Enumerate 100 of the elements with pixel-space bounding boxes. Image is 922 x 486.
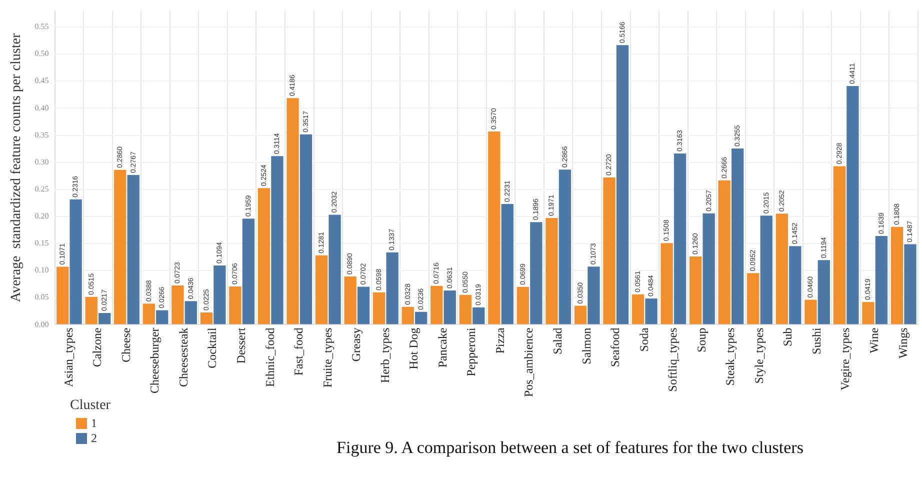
y-tick-label: 0.45	[34, 76, 49, 86]
bar	[357, 286, 370, 324]
bar	[286, 98, 299, 324]
bar	[804, 300, 817, 324]
bar	[459, 294, 472, 324]
x-tick-label: Cocktail	[205, 327, 220, 368]
bar	[344, 276, 356, 324]
bar	[789, 246, 802, 324]
legend-title: Cluster	[70, 398, 110, 414]
x-tick-label: Herb_types	[378, 327, 392, 384]
bar	[760, 216, 772, 324]
y-tick-label: 0.35	[34, 130, 49, 140]
bar	[172, 286, 184, 324]
x-tick-label: Cheese	[118, 328, 133, 362]
bar	[229, 286, 242, 324]
bar	[645, 298, 658, 324]
x-tick-label: Vegire_types	[838, 327, 852, 390]
legend-label: 2	[91, 431, 97, 446]
bar	[142, 304, 155, 324]
bar	[632, 294, 644, 324]
bar	[603, 177, 616, 324]
bar	[588, 266, 600, 324]
bar	[890, 226, 904, 324]
bar	[833, 166, 846, 324]
bar	[732, 148, 744, 324]
x-tick-label: Dessert	[234, 327, 248, 364]
x-tick-label: Soup	[694, 328, 708, 352]
x-tick-label: Seafood	[608, 328, 622, 368]
bar	[328, 214, 341, 324]
bar	[56, 266, 69, 324]
bar	[444, 290, 456, 324]
x-tick-label: Hot Dog	[406, 328, 421, 370]
caption: Figure 9. A comparison between a set of features for the two clusters	[336, 438, 804, 458]
bar	[127, 174, 140, 324]
bar	[85, 296, 98, 324]
bar	[414, 312, 428, 324]
bar	[300, 134, 312, 324]
y-tick-label: 0.00	[34, 320, 49, 329]
x-tick-label: Sub	[780, 328, 795, 346]
bar	[402, 306, 414, 324]
bar	[846, 86, 859, 324]
x-tick-label: Soda	[636, 327, 651, 352]
y-tick-label: 0.10	[34, 266, 49, 275]
bar	[98, 312, 111, 324]
bar	[114, 170, 126, 324]
x-tick-label: Pizza	[492, 327, 507, 354]
bar	[156, 310, 168, 324]
bar	[660, 243, 673, 324]
x-tick-label: Wine	[866, 328, 881, 354]
x-tick-label: Asian_types	[61, 327, 76, 388]
bar	[689, 256, 702, 324]
x-tick-label: Wings	[896, 327, 910, 359]
bar	[702, 213, 715, 324]
y-tick-label: 0.25	[34, 184, 49, 194]
x-tick-label: Cheesesteak	[176, 328, 190, 387]
bar	[718, 180, 730, 324]
x-tick-label: Fast_food	[292, 328, 306, 376]
bar	[430, 286, 443, 324]
x-tick-label: Steak_types	[723, 327, 738, 386]
bar	[214, 265, 226, 324]
x-tick-label: Pepperoni	[464, 327, 478, 376]
bar	[70, 199, 82, 324]
bar	[574, 306, 587, 324]
x-tick-label: Salmon	[579, 328, 594, 364]
y-tick-label: 0.30	[34, 157, 49, 166]
bar	[488, 131, 500, 324]
x-tick-label: Fruite_types	[320, 327, 334, 388]
x-tick-label: Style_types	[752, 327, 766, 384]
x-tick-label: Salad	[550, 328, 564, 354]
x-tick-label: Calzone	[90, 328, 104, 368]
x-tick-label: Sushi	[809, 327, 824, 354]
bar	[242, 218, 255, 324]
bar	[501, 204, 514, 324]
x-tick-label: Ethnic_food	[262, 328, 277, 388]
y-axis-title: Average standardized feature counts per cluster	[9, 33, 24, 302]
bar	[616, 45, 629, 324]
bar	[184, 301, 197, 324]
bar	[558, 170, 572, 324]
bar	[674, 154, 686, 324]
x-tick-label: Cheeseburger	[148, 328, 162, 394]
bar	[472, 307, 485, 324]
bar	[516, 286, 530, 324]
x-tick-label: Pancake	[435, 328, 450, 368]
y-tick-label: 0.40	[34, 103, 49, 112]
bar	[875, 236, 888, 324]
legend-label: 1	[91, 416, 97, 431]
bar	[271, 156, 284, 324]
bar	[776, 214, 788, 324]
y-tick-label: 0.05	[34, 292, 49, 302]
bar	[530, 222, 542, 324]
y-tick-label: 0.55	[34, 22, 49, 32]
x-tick-label: Softliq_types	[666, 327, 680, 392]
y-tick-label: 0.20	[34, 212, 49, 221]
bar	[904, 244, 916, 324]
bar	[372, 292, 386, 324]
bar	[546, 218, 558, 324]
bar	[258, 188, 270, 324]
bar	[747, 273, 760, 324]
y-tick-label: 0.15	[34, 238, 49, 248]
bar	[386, 252, 398, 324]
